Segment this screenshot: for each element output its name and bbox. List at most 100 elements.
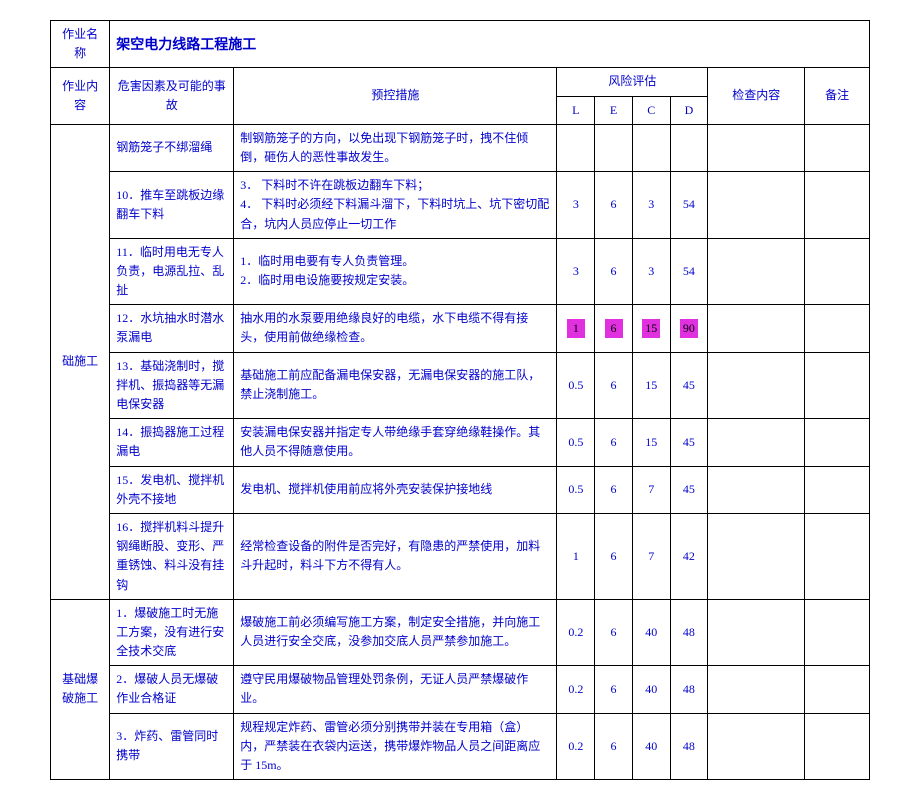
measure-cell: 基础施工前应配备漏电保安器，无漏电保安器的施工队，禁止浇制施工。 <box>234 352 557 419</box>
hazard-cell: 16．搅拌机料斗提升钢绳断股、变形、严重锈蚀、料斗没有挂钩 <box>110 513 234 599</box>
risk-E: 6 <box>595 352 633 419</box>
risk-L: 0.5 <box>557 466 595 513</box>
header-E: E <box>595 96 633 124</box>
risk-D: 45 <box>670 466 708 513</box>
job-name-value: 架空电力线路工程施工 <box>110 21 870 68</box>
risk-C: 15 <box>632 419 670 466</box>
risk-D: 54 <box>670 238 708 305</box>
hazard-cell: 10．推车至跳板边缘翻车下料 <box>110 172 234 239</box>
check-cell <box>708 713 805 780</box>
risk-C <box>632 124 670 171</box>
risk-C: 40 <box>632 713 670 780</box>
check-cell <box>708 172 805 239</box>
risk-D: 48 <box>670 713 708 780</box>
hazard-cell: 15．发电机、搅拌机外壳不接地 <box>110 466 234 513</box>
job-name-label: 作业名称 <box>51 21 110 68</box>
risk-assessment-table: 作业名称架空电力线路工程施工作业内容危害因素及可能的事故预控措施风险评估检查内容… <box>50 20 870 780</box>
risk-C: 7 <box>632 466 670 513</box>
hazard-cell: 14．振捣器施工过程漏电 <box>110 419 234 466</box>
risk-L: 0.2 <box>557 713 595 780</box>
header-note: 备注 <box>805 68 870 124</box>
check-cell <box>708 513 805 599</box>
hazard-cell: 3．炸药、雷管同时携带 <box>110 713 234 780</box>
measure-cell: 爆破施工前必须编写施工方案，制定安全措施，并向施工人员进行安全交底，没参加交底人… <box>234 599 557 666</box>
note-cell <box>805 238 870 305</box>
header-L: L <box>557 96 595 124</box>
risk-D <box>670 124 708 171</box>
risk-E: 6 <box>595 713 633 780</box>
risk-L: 0.2 <box>557 666 595 713</box>
risk-L <box>557 124 595 171</box>
check-cell <box>708 352 805 419</box>
header-risk: 风险评估 <box>557 68 708 96</box>
hazard-cell: 钢筋笼子不绑溜绳 <box>110 124 234 171</box>
note-cell <box>805 352 870 419</box>
hazard-cell: 2．爆破人员无爆破作业合格证 <box>110 666 234 713</box>
risk-E: 6 <box>595 466 633 513</box>
note-cell <box>805 466 870 513</box>
risk-L: 3 <box>557 172 595 239</box>
risk-D: 54 <box>670 172 708 239</box>
risk-D: 48 <box>670 599 708 666</box>
hazard-cell: 12．水坑抽水时潜水泵漏电 <box>110 305 234 352</box>
risk-L: 3 <box>557 238 595 305</box>
measure-cell: 1．临时用电要有专人负责管理。2．临时用电设施要按规定安装。 <box>234 238 557 305</box>
measure-cell: 安装漏电保安器并指定专人带绝缘手套穿绝缘鞋操作。其他人员不得随意使用。 <box>234 419 557 466</box>
risk-E: 6 <box>595 599 633 666</box>
note-cell <box>805 419 870 466</box>
measure-cell: 制钢筋笼子的方向，以免出现下钢筋笼子时，拽不住倾倒，砸伤人的恶性事故发生。 <box>234 124 557 171</box>
hazard-cell: 13．基础浇制时，搅拌机、振捣器等无漏电保安器 <box>110 352 234 419</box>
risk-C: 40 <box>632 666 670 713</box>
measure-cell: 抽水用的水泵要用绝缘良好的电缆，水下电缆不得有接头，使用前做绝缘检查。 <box>234 305 557 352</box>
note-cell <box>805 599 870 666</box>
risk-D: 45 <box>670 419 708 466</box>
header-measure: 预控措施 <box>234 68 557 124</box>
risk-L: 1 <box>557 513 595 599</box>
note-cell <box>805 666 870 713</box>
risk-D: 90 <box>670 305 708 352</box>
risk-C: 15 <box>632 352 670 419</box>
note-cell <box>805 713 870 780</box>
risk-D: 48 <box>670 666 708 713</box>
header-D: D <box>670 96 708 124</box>
check-cell <box>708 419 805 466</box>
measure-cell: 3． 下料时不许在跳板边翻车下料；4． 下料时必须经下料漏斗溜下，下料时坑上、坑… <box>234 172 557 239</box>
risk-L: 0.2 <box>557 599 595 666</box>
risk-E: 6 <box>595 513 633 599</box>
risk-D: 45 <box>670 352 708 419</box>
risk-L: 1 <box>557 305 595 352</box>
header-C: C <box>632 96 670 124</box>
header-check: 检查内容 <box>708 68 805 124</box>
section-name: 础施工 <box>51 124 110 599</box>
risk-C: 3 <box>632 238 670 305</box>
check-cell <box>708 466 805 513</box>
note-cell <box>805 172 870 239</box>
risk-E: 6 <box>595 172 633 239</box>
risk-L: 0.5 <box>557 352 595 419</box>
measure-cell: 发电机、搅拌机使用前应将外壳安装保护接地线 <box>234 466 557 513</box>
risk-C: 7 <box>632 513 670 599</box>
header-hazard: 危害因素及可能的事故 <box>110 68 234 124</box>
risk-E: 6 <box>595 419 633 466</box>
risk-C: 15 <box>632 305 670 352</box>
measure-cell: 遵守民用爆破物品管理处罚条例，无证人员严禁爆破作业。 <box>234 666 557 713</box>
risk-E <box>595 124 633 171</box>
note-cell <box>805 305 870 352</box>
risk-E: 6 <box>595 238 633 305</box>
risk-E: 6 <box>595 305 633 352</box>
check-cell <box>708 238 805 305</box>
check-cell <box>708 305 805 352</box>
measure-cell: 经常检查设备的附件是否完好，有隐患的严禁使用，加料斗升起时，料斗下方不得有人。 <box>234 513 557 599</box>
note-cell <box>805 124 870 171</box>
note-cell <box>805 513 870 599</box>
risk-L: 0.5 <box>557 419 595 466</box>
check-cell <box>708 599 805 666</box>
header-job-content: 作业内容 <box>51 68 110 124</box>
check-cell <box>708 124 805 171</box>
risk-E: 6 <box>595 666 633 713</box>
hazard-cell: 1．爆破施工时无施工方案，没有进行安全技术交底 <box>110 599 234 666</box>
risk-D: 42 <box>670 513 708 599</box>
risk-C: 3 <box>632 172 670 239</box>
measure-cell: 规程规定炸药、雷管必须分别携带并装在专用箱（盒）内，严禁装在衣袋内运送，携带爆炸… <box>234 713 557 780</box>
section-name: 基础爆破施工 <box>51 599 110 780</box>
